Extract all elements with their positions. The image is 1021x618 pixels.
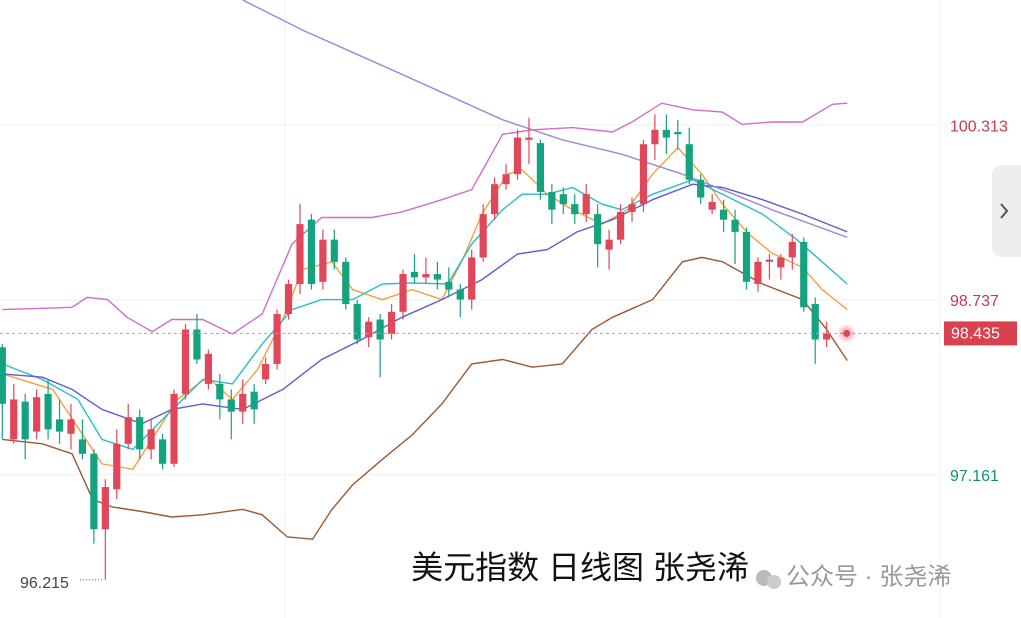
- candle-body: [307, 219, 316, 285]
- lines: [2, 0, 848, 540]
- candle-body: [513, 137, 522, 175]
- indicator-line: [2, 102, 848, 335]
- candle-body: [67, 419, 75, 434]
- candle-body: [78, 439, 87, 454]
- price-dot: [843, 329, 851, 337]
- candle-body: [319, 239, 327, 282]
- candle-body: [754, 261, 762, 285]
- candle-body: [399, 274, 407, 312]
- candle-body: [662, 129, 670, 138]
- candle-body: [124, 417, 132, 444]
- candle-body: [639, 144, 648, 205]
- candle-body: [387, 311, 396, 334]
- candle-body: [422, 274, 430, 278]
- candle-body: [525, 137, 533, 140]
- candle-body: [262, 363, 270, 380]
- indicator-line: [242, 0, 848, 239]
- candle-body: [811, 304, 819, 340]
- candle-body: [204, 353, 212, 384]
- candle-body: [765, 259, 774, 262]
- candle-body: [376, 319, 384, 340]
- candle-body: [227, 399, 235, 412]
- candle-body: [330, 239, 338, 262]
- candle-body: [685, 144, 693, 180]
- candle-body: [21, 401, 29, 440]
- wechat-icon: [767, 575, 781, 589]
- candle-body: [90, 453, 98, 530]
- price-label: 98.435: [951, 326, 1000, 343]
- candle-body: [708, 201, 716, 210]
- candle-body: [55, 419, 64, 432]
- candle-body: [628, 204, 636, 212]
- indicator-line: [2, 183, 848, 425]
- candle-body: [273, 313, 281, 364]
- candle-body: [742, 231, 751, 282]
- y-tick-label: 98.737: [950, 293, 999, 310]
- indicator-line: [2, 256, 848, 540]
- y-tick-label: 100.313: [950, 118, 1008, 135]
- candle-body: [136, 417, 144, 450]
- candle-body: [216, 383, 224, 400]
- candle-body: [33, 397, 41, 432]
- candle-body: [113, 443, 121, 490]
- candle-body: [158, 439, 167, 464]
- candle-body: [365, 321, 373, 338]
- candle-body: [468, 257, 476, 300]
- grid: 97.161 98.737 100.313: [0, 118, 1008, 485]
- candle-body: [433, 274, 441, 280]
- indicator-line: [2, 178, 848, 451]
- y-tick-label: 97.161: [950, 468, 999, 485]
- watermark: 公众号 · 张尧浠: [756, 563, 951, 590]
- candle-body: [582, 194, 590, 215]
- low-label: 96.215: [20, 575, 69, 592]
- watermark-text: 公众号 · 张尧浠: [786, 563, 951, 590]
- candle-body: [674, 132, 682, 135]
- chart-title: 美元指数 日线图 张尧浠: [411, 549, 749, 585]
- candle-body: [250, 391, 258, 410]
- candle-body: [296, 224, 304, 285]
- candle-body: [10, 399, 18, 440]
- candles: [0, 114, 831, 580]
- candle-body: [720, 209, 728, 220]
- candle-body: [571, 204, 579, 215]
- candle-body: [284, 284, 293, 314]
- candle-body: [239, 393, 247, 412]
- candle-body: [697, 179, 705, 198]
- candle-body: [502, 174, 510, 185]
- candle-body: [559, 194, 567, 205]
- candle-body: [731, 219, 739, 232]
- candle-body: [181, 329, 190, 394]
- candle-body: [445, 281, 453, 290]
- candle-body: [456, 289, 464, 300]
- candle-body: [594, 214, 602, 245]
- candle-body: [0, 347, 6, 404]
- candle-body: [777, 257, 785, 268]
- candle-body: [788, 241, 796, 258]
- price-badge: [944, 321, 1017, 346]
- overlay: 96.215 98.435: [0, 321, 1017, 592]
- candle-body: [147, 429, 155, 450]
- candle-body: [353, 304, 361, 340]
- candle-body: [342, 261, 350, 305]
- candle-body: [101, 487, 109, 530]
- candle-body: [170, 393, 178, 464]
- candle-body: [823, 333, 831, 340]
- side-tab[interactable]: [992, 165, 1021, 257]
- candle-body: [193, 329, 201, 360]
- candle-body: [44, 393, 52, 430]
- candle-body: [410, 271, 419, 278]
- candle-body: [800, 241, 808, 308]
- candle-body: [616, 211, 625, 240]
- candle-body: [536, 143, 545, 192]
- candle-body: [548, 191, 556, 210]
- candle-body: [605, 239, 613, 250]
- candle-body: [479, 214, 487, 258]
- chevron[interactable]: [1000, 203, 1009, 219]
- candle-body: [651, 129, 659, 145]
- candle-body: [491, 184, 499, 215]
